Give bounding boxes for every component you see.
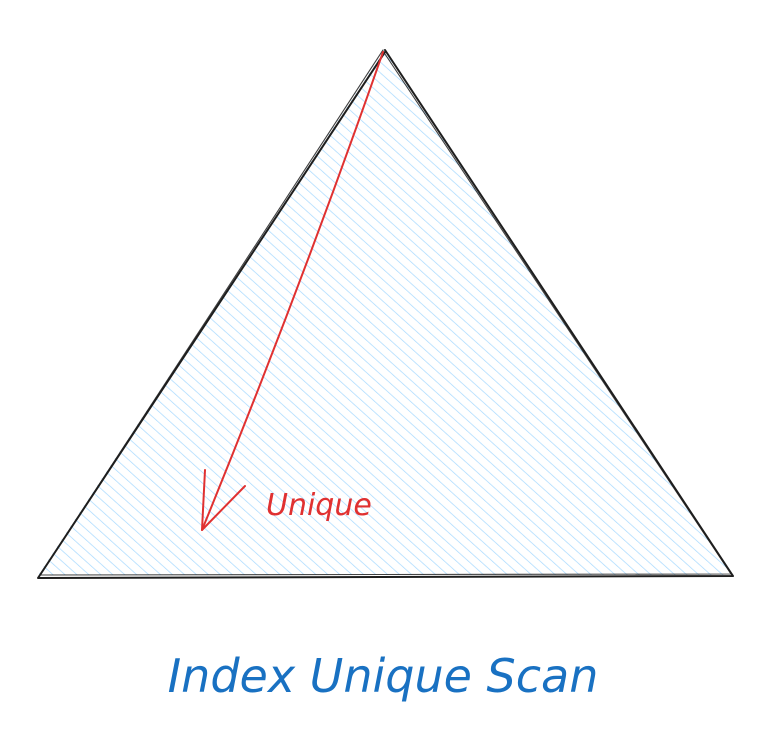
arrow-down-left-icon (201, 51, 384, 531)
triangle-outline (37, 49, 734, 579)
arrow-shaft (201, 51, 384, 531)
triangle-outline-sketch (39, 49, 732, 576)
arrow-label: Unique (266, 488, 372, 523)
diagram-caption: Index Unique Scan (168, 649, 599, 703)
arrow-head (201, 469, 246, 531)
